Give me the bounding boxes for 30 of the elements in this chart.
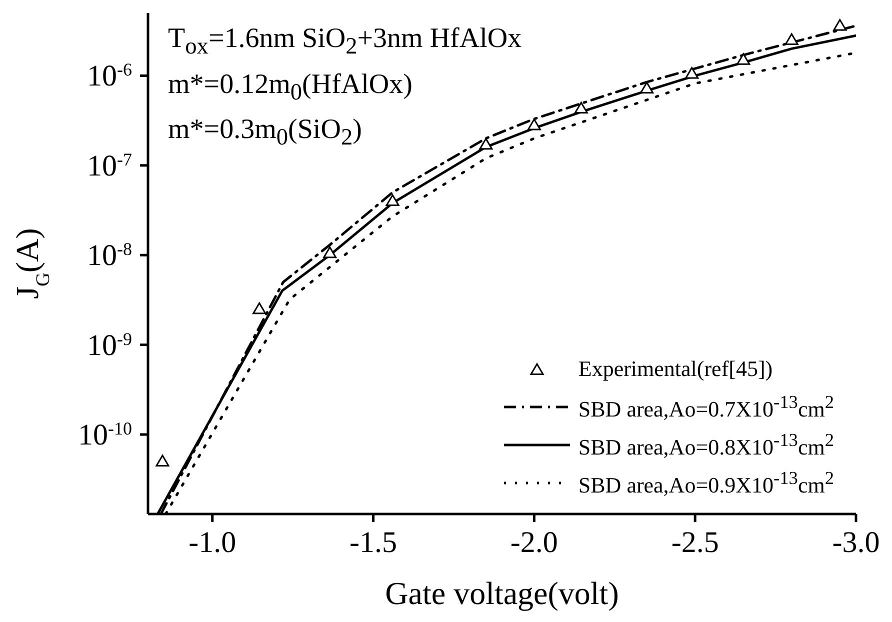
point (833, 19, 847, 31)
point (323, 246, 337, 258)
y-tick-label: 10$^{-9}$ (87, 328, 132, 362)
point (574, 102, 588, 114)
y-tick-label: 10$^{-6}$ (87, 60, 132, 93)
annotation: m*=0.12m$_{0}$(HfAlOx) (168, 68, 414, 108)
x-tick-label: -3.0 (832, 526, 880, 559)
point (527, 118, 541, 130)
legend-label: Experimental(ref[45]) (578, 356, 773, 382)
point (386, 194, 400, 206)
x-tick-label: -2.0 (510, 526, 558, 559)
legend-label: SBD area,Ao=0.8X10$^{-13}$cm$^{2}$ (578, 430, 834, 460)
point (479, 138, 493, 150)
annotation: T$_{ox}$=1.6nm SiO$_{2}$+3nm HfAlOx (168, 22, 522, 62)
x-tick-label: -1.5 (350, 526, 398, 559)
x-tick-label: -1.0 (188, 526, 236, 559)
point (252, 302, 266, 314)
y-tick-label: 10$^{-10}$ (78, 418, 132, 452)
annotation: m*=0.3m$_{0}$(SiO$_{2}$) (168, 113, 363, 153)
point (685, 67, 699, 79)
point (736, 53, 750, 65)
x-tick-label: -2.5 (671, 526, 719, 559)
legend-label: SBD area,Ao=0.7X10$^{-13}$cm$^{2}$ (578, 392, 834, 422)
point (784, 33, 798, 45)
legend-label: SBD area,Ao=0.9X10$^{-13}$cm$^{2}$ (578, 468, 834, 498)
y-tick-label: 10$^{-7}$ (87, 149, 132, 182)
y-tick-label: 10$^{-8}$ (87, 239, 132, 272)
point (156, 454, 170, 466)
x-axis-title: Gate voltage(volt) (385, 575, 619, 611)
point (640, 82, 654, 94)
